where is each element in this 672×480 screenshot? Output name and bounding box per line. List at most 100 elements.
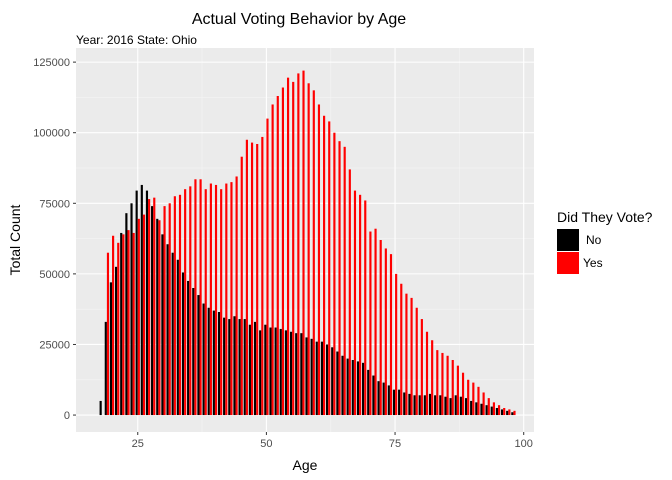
bar-yes-age-33 xyxy=(178,194,182,416)
bar-yes-age-86 xyxy=(451,360,454,416)
bar-no-age-69 xyxy=(362,362,365,416)
bar-yes-age-50 xyxy=(266,118,269,416)
bars xyxy=(99,70,516,416)
bar-yes-age-61 xyxy=(323,115,326,416)
bar-no-age-68 xyxy=(356,361,360,416)
bar-yes-age-83 xyxy=(436,350,439,416)
bar-yes-age-69 xyxy=(364,200,367,416)
bar-no-age-60 xyxy=(315,341,318,416)
bar-no-age-31 xyxy=(166,244,169,416)
bar-no-age-48 xyxy=(253,321,257,416)
bar-yes-age-29 xyxy=(158,220,161,416)
bar-yes-age-24 xyxy=(132,232,135,416)
bar-no-age-98 xyxy=(511,412,514,416)
bar-yes-age-32 xyxy=(173,196,176,416)
bar-no-age-59 xyxy=(310,338,313,416)
bar-no-age-88 xyxy=(459,396,462,416)
bar-yes-age-81 xyxy=(425,331,429,416)
bar-yes-age-80 xyxy=(420,319,423,416)
bar-no-age-19 xyxy=(104,321,107,416)
bar-yes-age-88 xyxy=(461,372,465,416)
bar-yes-age-89 xyxy=(467,379,470,416)
bar-no-age-73 xyxy=(382,382,385,416)
y-axis-title: Total Count xyxy=(7,204,23,275)
bar-yes-age-41 xyxy=(220,189,223,416)
bar-no-age-33 xyxy=(176,259,179,416)
bar-yes-age-35 xyxy=(189,186,192,416)
bar-no-age-66 xyxy=(346,358,349,416)
bar-no-age-72 xyxy=(377,381,380,416)
bar-yes-age-94 xyxy=(492,402,495,416)
x-axis-title: Age xyxy=(293,457,318,473)
bar-yes-age-84 xyxy=(441,352,444,416)
bar-no-age-56 xyxy=(295,333,298,416)
y-tick-label: 100000 xyxy=(33,128,70,140)
bar-yes-age-67 xyxy=(353,190,357,416)
bar-yes-age-59 xyxy=(312,90,315,416)
bar-no-age-38 xyxy=(202,303,205,416)
bar-yes-age-31 xyxy=(168,203,171,416)
bar-yes-age-64 xyxy=(338,141,341,416)
bar-no-age-54 xyxy=(284,330,287,416)
bar-no-age-71 xyxy=(372,375,375,416)
bar-no-age-76 xyxy=(398,389,401,416)
bar-no-age-62 xyxy=(326,344,329,416)
bar-no-age-84 xyxy=(439,395,442,416)
bar-no-age-49 xyxy=(259,330,262,416)
y-tick-label: 0 xyxy=(64,410,70,422)
bar-yes-age-48 xyxy=(256,144,259,416)
bar-yes-age-20 xyxy=(112,235,115,416)
bar-no-age-79 xyxy=(413,395,416,416)
bar-yes-age-54 xyxy=(286,77,290,416)
bar-no-age-41 xyxy=(217,312,221,416)
legend-swatch-no xyxy=(557,229,579,251)
bar-no-age-46 xyxy=(243,319,246,416)
bar-yes-age-77 xyxy=(405,293,408,416)
bar-yes-age-25 xyxy=(137,218,140,416)
bar-no-age-18 xyxy=(99,400,102,416)
bar-yes-age-58 xyxy=(307,83,310,416)
bar-no-age-80 xyxy=(418,395,421,416)
bar-no-age-37 xyxy=(197,295,200,416)
x-tick-label: 25 xyxy=(132,438,144,450)
bar-yes-age-98 xyxy=(513,410,516,416)
bar-yes-age-92 xyxy=(482,392,485,416)
bar-yes-age-71 xyxy=(374,228,377,416)
bar-no-age-81 xyxy=(423,395,426,416)
bar-no-age-74 xyxy=(387,385,390,416)
bar-yes-age-62 xyxy=(328,121,331,416)
bar-no-age-77 xyxy=(403,392,406,416)
bar-no-age-65 xyxy=(341,355,344,416)
bar-yes-age-56 xyxy=(297,73,300,416)
bar-no-age-63 xyxy=(331,347,334,416)
bar-yes-age-47 xyxy=(250,142,254,416)
bar-no-age-51 xyxy=(269,327,272,416)
bar-yes-age-65 xyxy=(343,146,346,416)
legend-title: Did They Vote? xyxy=(557,209,653,225)
bar-no-age-92 xyxy=(480,403,483,416)
bar-yes-age-87 xyxy=(456,365,459,416)
x-tick-label: 75 xyxy=(389,438,401,450)
bar-no-age-53 xyxy=(279,328,282,416)
bar-yes-age-51 xyxy=(271,104,274,416)
bar-no-age-58 xyxy=(305,337,308,416)
bar-no-age-26 xyxy=(140,184,143,416)
bar-yes-age-76 xyxy=(400,283,403,416)
bar-yes-age-73 xyxy=(384,248,387,416)
bar-no-age-64 xyxy=(336,351,339,416)
bar-yes-age-46 xyxy=(245,139,248,416)
legend: Did They Vote? No Yes xyxy=(557,209,653,274)
bar-no-age-95 xyxy=(495,408,498,416)
bar-no-age-21 xyxy=(115,266,118,416)
bar-no-age-82 xyxy=(428,393,432,416)
bar-yes-age-38 xyxy=(204,189,207,416)
y-tick-label: 125000 xyxy=(33,57,70,69)
bar-yes-age-93 xyxy=(487,398,490,416)
bar-yes-age-72 xyxy=(379,240,382,416)
bar-yes-age-36 xyxy=(194,179,197,416)
bar-yes-age-60 xyxy=(317,104,321,416)
bar-no-age-85 xyxy=(444,396,447,416)
bar-yes-age-44 xyxy=(235,176,238,416)
bar-no-age-34 xyxy=(181,272,185,416)
